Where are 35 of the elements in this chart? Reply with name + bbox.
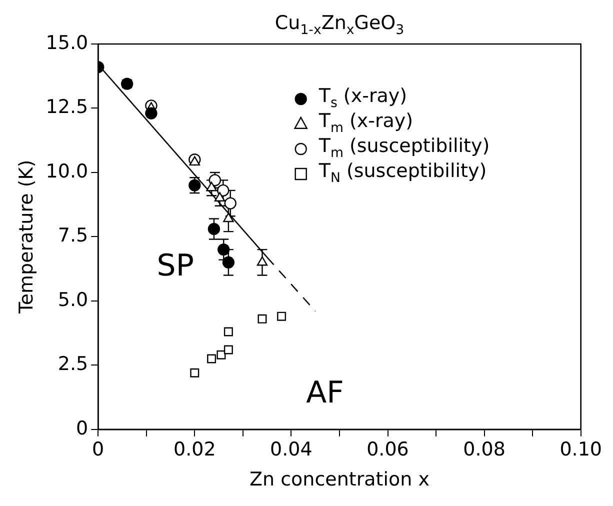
point [145,107,158,120]
point [216,350,226,360]
y-tick-label: 5.0 [58,288,88,311]
y-axis-title: Temperature (K) [15,160,38,315]
point [190,368,200,378]
point [224,197,236,210]
point [218,243,230,256]
point [223,212,234,222]
x-tick-label: 0.06 [366,438,409,461]
y-tick-label: 15.0 [46,32,88,54]
point [189,156,200,166]
point [217,184,230,197]
x-axis-title: Zn concentration x [249,468,430,491]
annotation: SP [156,248,194,284]
y-tick-label: 12.5 [46,96,88,118]
point [206,182,217,192]
point [224,345,233,354]
x-tick-label: 0 [92,438,104,461]
y-tick-label: 2.5 [58,353,88,376]
point [207,354,216,364]
x-tick-label: 0.02 [173,438,216,461]
point [224,327,233,336]
point [277,312,286,321]
y-tick-label: 0 [76,417,88,440]
point [214,192,226,202]
point [256,256,268,266]
y-tick-label: 10.0 [46,160,88,182]
point [208,222,220,236]
point [222,256,235,268]
x-tick-label: 0.10 [560,438,602,461]
x-tick-label: 0.04 [270,438,312,461]
annotation: AF [306,376,344,411]
point [258,314,267,324]
x-tick-label: 0.08 [463,438,506,461]
y-tick-label: 7.5 [58,224,88,247]
